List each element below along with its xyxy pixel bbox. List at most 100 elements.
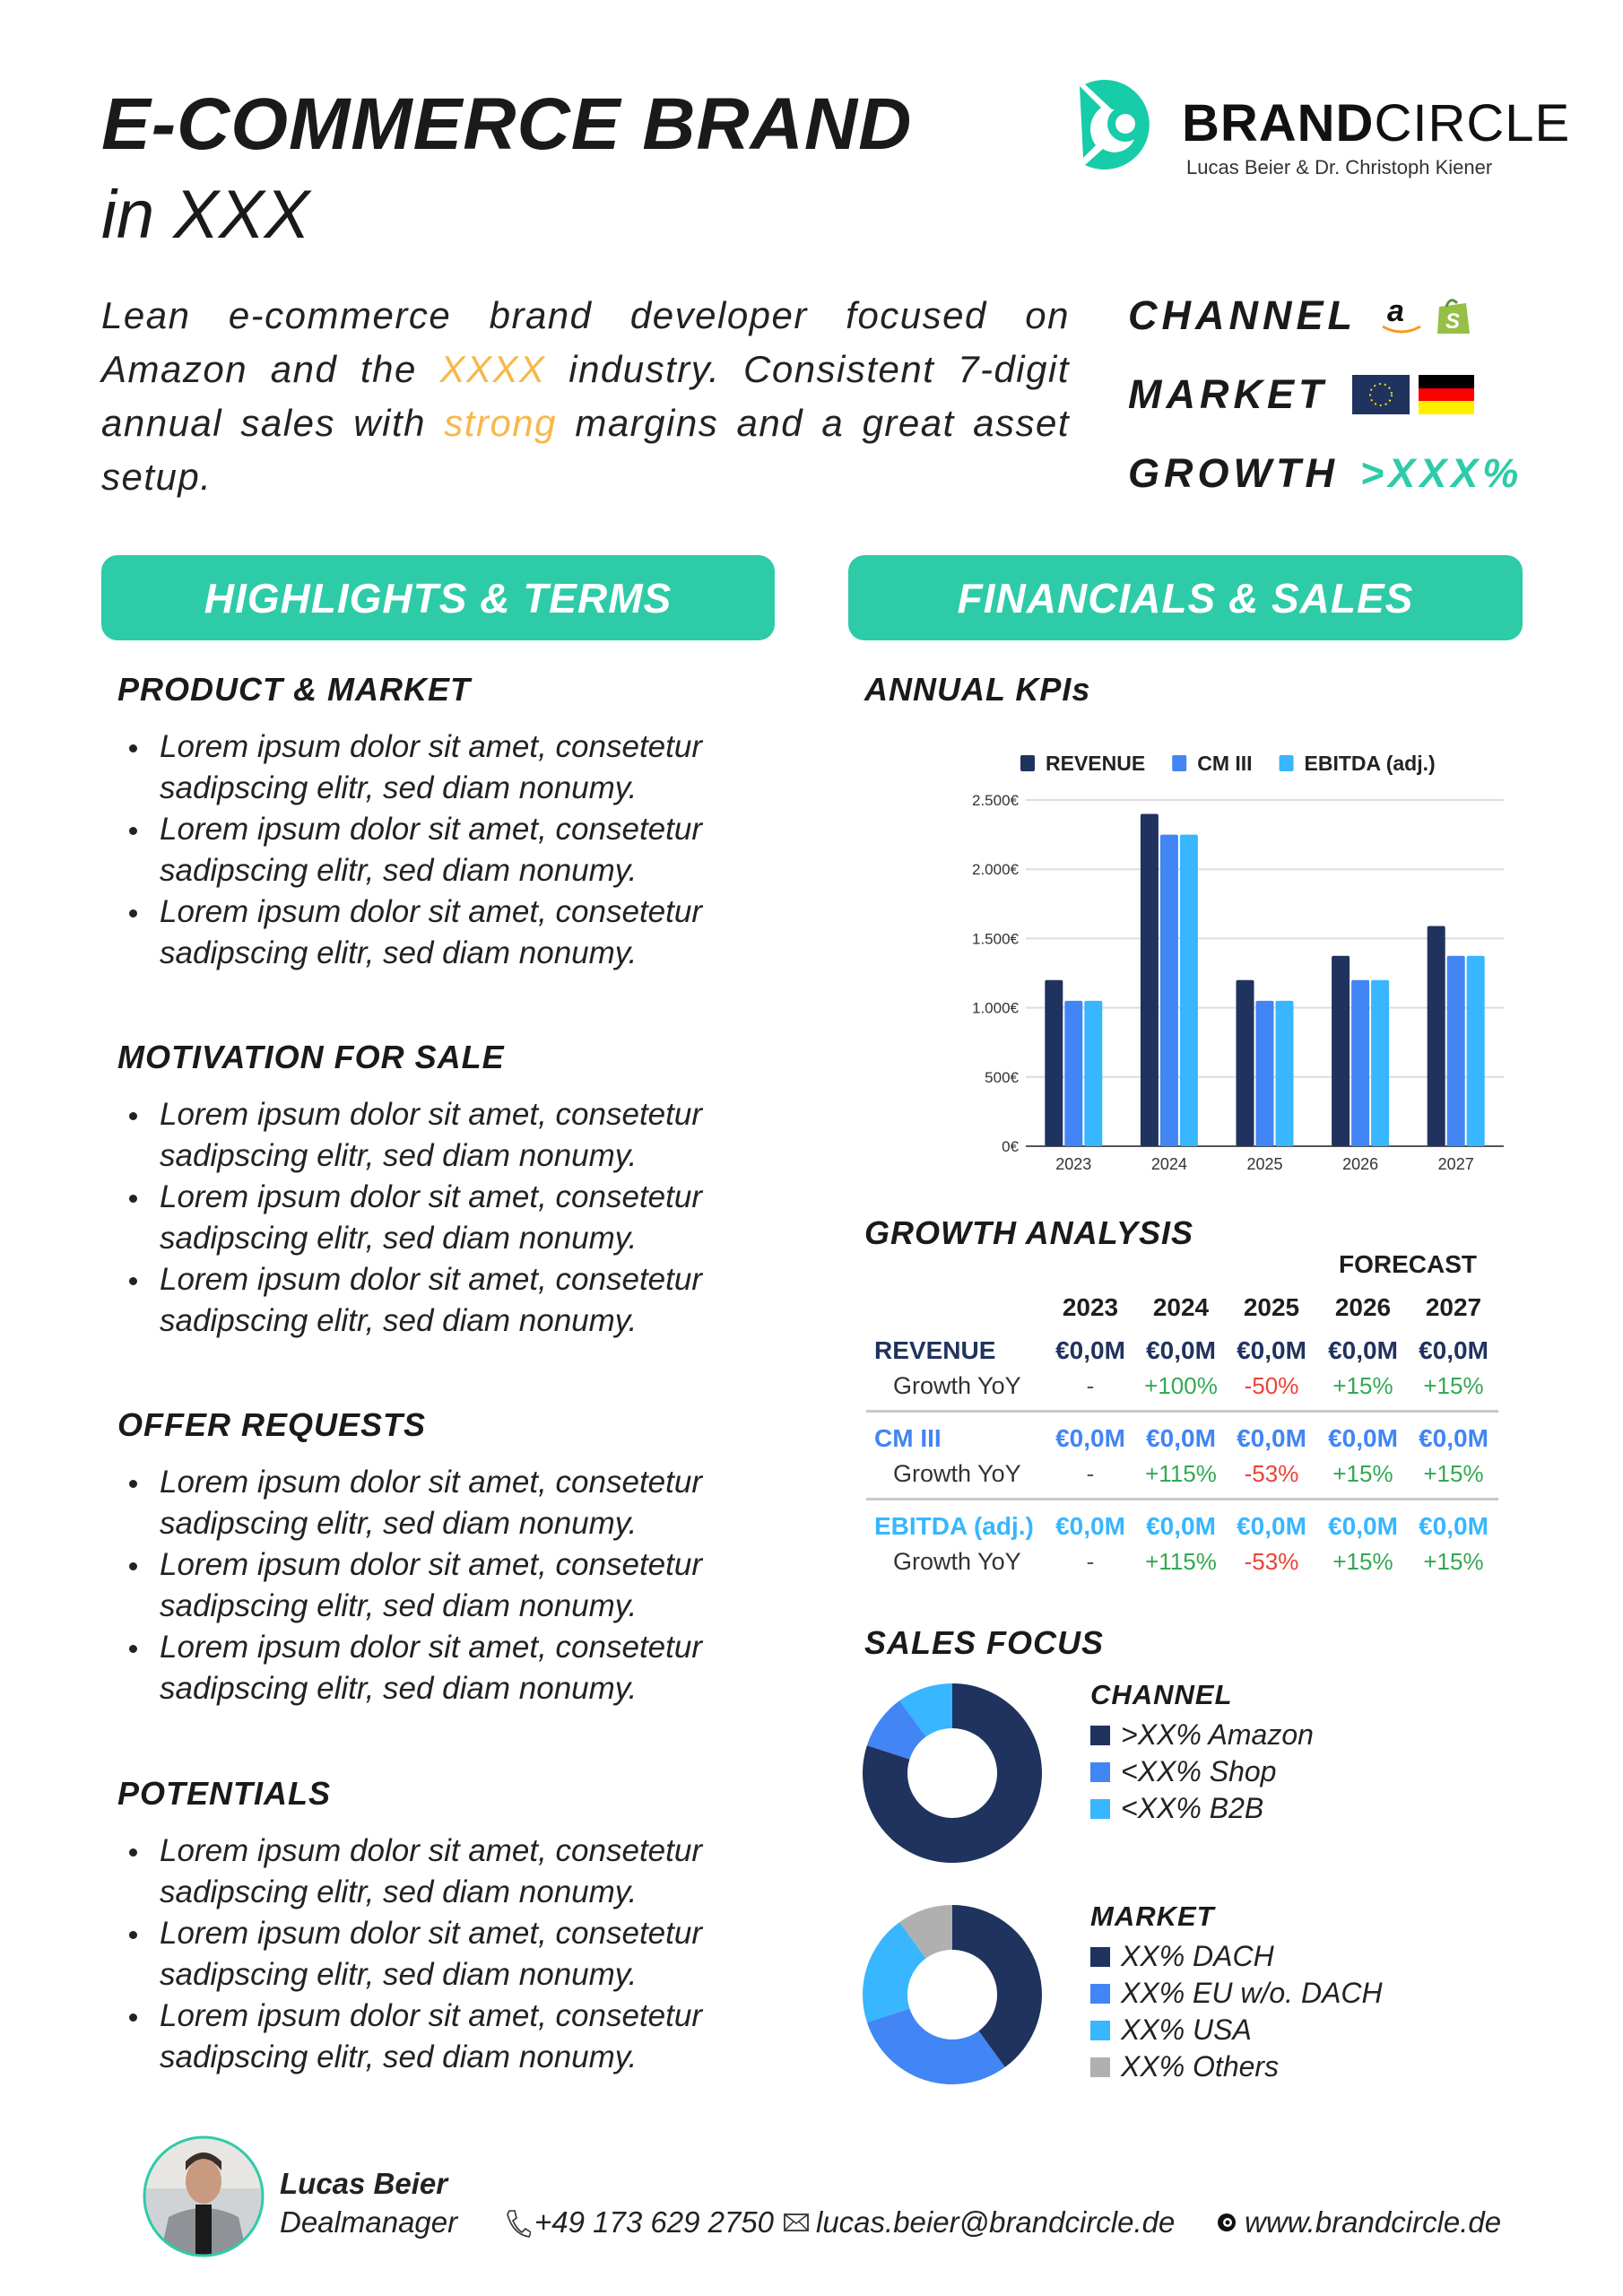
email-address[interactable]: lucas.beier@brandcircle.de: [816, 2205, 1176, 2239]
germany-flag-icon: [1419, 375, 1475, 414]
growth-cell: -53%: [1244, 1548, 1299, 1575]
growth-label: Growth YoY: [893, 1372, 1021, 1399]
bullet-item: Lorem ipsum dolor sit amet, consetetur s…: [129, 1462, 775, 1544]
legend-swatch: [1090, 1983, 1110, 2004]
growth-cell: +100%: [1144, 1372, 1218, 1399]
contact-website[interactable]: www.brandcircle.de: [1216, 2205, 1501, 2239]
contact-role: Dealmanager: [280, 2205, 458, 2239]
value-cell: €0,0M: [1146, 1424, 1216, 1452]
legend-item: XX% EU w/o. DACH: [1090, 1977, 1383, 2010]
phone-number[interactable]: +49 173 629 2750: [534, 2205, 775, 2239]
legend-label: XX% Others: [1121, 2050, 1280, 2083]
y-tick-label: 1.500€: [972, 930, 1020, 947]
sales-focus-title: SALES FOCUS: [864, 1624, 1105, 1661]
bullet-list: Lorem ipsum dolor sit amet, consetetur s…: [129, 1831, 775, 2078]
value-cell: €0,0M: [1419, 1424, 1488, 1452]
bullet-item: Lorem ipsum dolor sit amet, consetetur s…: [129, 1831, 775, 1913]
legend-item: <XX% B2B: [1090, 1792, 1263, 1825]
donut-legend-title: CHANNEL: [1090, 1679, 1233, 1710]
value-cell: €0,0M: [1146, 1336, 1216, 1364]
contact-phone[interactable]: +49 173 629 2750: [504, 2205, 774, 2239]
donut-legend-title: MARKET: [1090, 1900, 1215, 1932]
bullet-item: Lorem ipsum dolor sit amet, consetetur s…: [129, 891, 775, 974]
section-title: POTENTIALS: [117, 1775, 332, 1812]
mail-icon: [784, 2213, 809, 2231]
page-subtitle: in XXX: [101, 177, 310, 253]
bar-ebitda-adj--2024: [1179, 834, 1198, 1146]
svg-text:a: a: [1387, 294, 1409, 328]
highlight-strong: strong: [444, 402, 558, 444]
annual-kpis-title: ANNUAL KPIs: [864, 671, 1091, 708]
brand-light: CIRCLE: [1374, 94, 1571, 152]
growth-cell: +15%: [1423, 1548, 1484, 1575]
x-tick-label: 2026: [1342, 1155, 1378, 1173]
legend-swatch: [1090, 1946, 1110, 1967]
legend-swatch: [1090, 1725, 1110, 1745]
section-title: PRODUCT & MARKET: [117, 671, 471, 708]
bar-revenue-2026: [1332, 955, 1350, 1146]
bullet-item: Lorem ipsum dolor sit amet, consetetur s…: [129, 809, 775, 891]
x-tick-label: 2024: [1151, 1155, 1187, 1173]
legend-label: EBITDA (adj.): [1305, 752, 1436, 775]
bullet-item: Lorem ipsum dolor sit amet, consetetur s…: [129, 1094, 775, 1177]
bullet-item: Lorem ipsum dolor sit amet, consetetur s…: [129, 1544, 775, 1627]
legend-item: >XX% Amazon: [1090, 1718, 1314, 1752]
brand-bold: BRAND: [1182, 94, 1375, 152]
growth-cell: -53%: [1244, 1460, 1299, 1487]
growth-cell: +115%: [1145, 1460, 1217, 1487]
website-link[interactable]: www.brandcircle.de: [1245, 2205, 1502, 2239]
growth-fact: GROWTH >XXX%: [1128, 450, 1523, 497]
value-cell: €0,0M: [1328, 1336, 1398, 1364]
phone-icon: [507, 2210, 531, 2238]
donut-slice--xx-amazon: [863, 1683, 1042, 1863]
bar-revenue-2025: [1236, 979, 1254, 1146]
value-cell: €0,0M: [1328, 1512, 1398, 1540]
brandcircle-small-icon: [1218, 2213, 1236, 2231]
bar-ebitda-adj--2023: [1084, 1000, 1103, 1146]
legend-swatch: [1172, 755, 1187, 771]
bullet-list: Lorem ipsum dolor sit amet, consetetur s…: [129, 1462, 775, 1709]
bullet-list: Lorem ipsum dolor sit amet, consetetur s…: [129, 726, 775, 974]
bullet-item: Lorem ipsum dolor sit amet, consetetur s…: [129, 1627, 775, 1709]
year-header: 2027: [1425, 1293, 1482, 1321]
row-label: CM III: [874, 1424, 942, 1452]
legend-label: REVENUE: [1046, 752, 1145, 775]
donut-slice-xx-others: [899, 1905, 952, 1959]
value-cell: €0,0M: [1146, 1512, 1216, 1540]
growth-cell: -: [1086, 1372, 1095, 1399]
donut-slice-xx-usa: [863, 1922, 926, 2022]
growth-cell: +15%: [1332, 1548, 1393, 1575]
bar-revenue-2027: [1427, 926, 1445, 1146]
financials-sales-header: FINANCIALS & SALES: [848, 555, 1523, 640]
year-header: 2026: [1334, 1293, 1392, 1321]
description: Lean e-commerce brand developer focused …: [101, 289, 1070, 504]
row-label: EBITDA (adj.): [874, 1512, 1034, 1540]
contact-email[interactable]: lucas.beier@brandcircle.de: [784, 2205, 1175, 2239]
value-cell: €0,0M: [1237, 1424, 1306, 1452]
bar-cm-iii-2024: [1159, 834, 1178, 1146]
highlight-industry: XXXX: [439, 348, 546, 390]
brand-name: BRANDCIRCLE: [1182, 93, 1570, 153]
growth-value: >XXX%: [1359, 450, 1523, 496]
growth-cell: -: [1086, 1548, 1095, 1575]
legend-swatch: [1090, 2020, 1110, 2040]
page-title: E-COMMERCE BRAND: [101, 83, 913, 165]
year-header: 2025: [1243, 1293, 1300, 1321]
growth-cell: +15%: [1332, 1372, 1393, 1399]
value-cell: €0,0M: [1419, 1512, 1488, 1540]
channel-donut-chart: [863, 1683, 1042, 1863]
legend-swatch: [1090, 2057, 1110, 2077]
bullet-item: Lorem ipsum dolor sit amet, consetetur s…: [129, 1177, 775, 1259]
bullet-item: Lorem ipsum dolor sit amet, consetetur s…: [129, 1259, 775, 1342]
x-tick-label: 2027: [1438, 1155, 1474, 1173]
donut-slice-xx-dach: [952, 1905, 1042, 2067]
description-text: Lean e-commerce brand developer focused …: [101, 294, 1070, 390]
bar-cm-iii-2026: [1351, 979, 1370, 1146]
bar-cm-iii-2023: [1064, 1000, 1083, 1146]
x-tick-label: 2023: [1055, 1155, 1091, 1173]
year-header: 2024: [1152, 1293, 1210, 1321]
value-cell: €0,0M: [1055, 1512, 1125, 1540]
y-tick-label: 2.000€: [972, 861, 1020, 878]
forecast-label: FORECAST: [1339, 1250, 1477, 1278]
growth-label: Growth YoY: [893, 1548, 1021, 1575]
